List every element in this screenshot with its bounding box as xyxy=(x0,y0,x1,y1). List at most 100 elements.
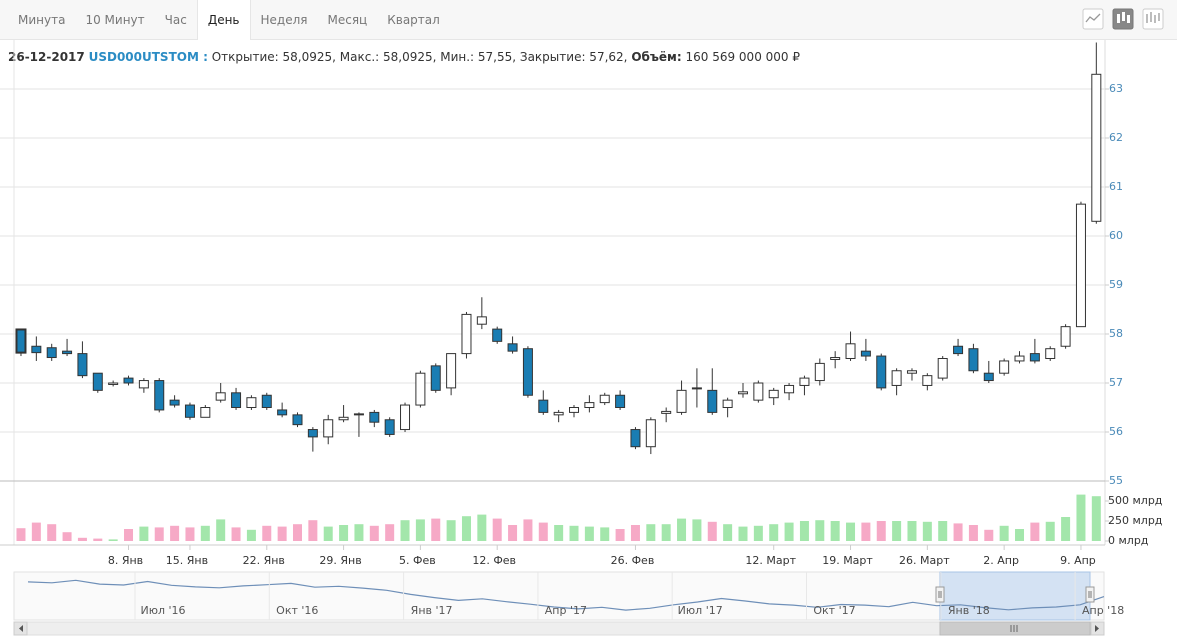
candle-body xyxy=(200,407,211,418)
scroll-left-arrow xyxy=(19,625,23,632)
volume-bar xyxy=(1061,517,1071,541)
toolbar: Минута 10 Минут Час День Неделя Месяц Квартал xyxy=(0,0,1177,40)
navigator-handle[interactable] xyxy=(1085,586,1095,603)
info-line: 26-12-2017 USD000UTSTOM : Открытие: 58,0… xyxy=(8,50,800,64)
volume-bar xyxy=(615,529,625,541)
y-tick-label: 58 xyxy=(1109,327,1123,340)
timeframe-tab[interactable]: Час xyxy=(164,13,187,27)
candle-body xyxy=(630,429,641,448)
volume-bar xyxy=(876,521,886,541)
candle-body xyxy=(891,370,902,386)
candle-body xyxy=(92,372,103,391)
candle-body xyxy=(722,399,733,408)
ohlc-icon[interactable] xyxy=(1142,8,1164,30)
candle-body xyxy=(753,382,764,401)
volume-bar xyxy=(1015,529,1025,541)
scrollbar-thumb[interactable] xyxy=(939,621,1091,636)
handle-body xyxy=(1085,586,1095,603)
x-tick-label: 2. Апр xyxy=(983,554,1019,567)
volume-bar xyxy=(769,524,779,541)
candle-body xyxy=(31,345,42,354)
candle-body xyxy=(461,313,472,355)
timeframe-tab[interactable]: 10 Минут xyxy=(85,13,145,27)
tab-bar: Минута 10 Минут Час День Неделя Месяц Квартал xyxy=(8,0,450,40)
y-tick-label: 56 xyxy=(1109,425,1123,438)
volume-bar xyxy=(292,524,302,541)
volume-bar xyxy=(308,520,318,541)
volume-bar xyxy=(554,525,564,541)
timeframe-tab[interactable]: Неделя xyxy=(260,13,308,27)
x-tick-label: 12. Фев xyxy=(472,554,516,567)
scroll-right-arrow xyxy=(1095,625,1099,632)
volume-bar xyxy=(277,526,287,541)
x-tick-label: 26. Фев xyxy=(611,554,655,567)
candle-body xyxy=(353,413,364,416)
candle-body xyxy=(492,328,503,342)
volume-bar xyxy=(31,522,41,541)
candle-body xyxy=(906,370,917,374)
volume-bar xyxy=(723,524,733,541)
timeframe-tab[interactable]: Минута xyxy=(18,13,66,27)
candle-body xyxy=(123,377,134,384)
candle-body xyxy=(814,362,825,382)
y-tick-label: 0 млрд xyxy=(1108,534,1149,547)
volume-bar xyxy=(1091,496,1101,541)
candle-body xyxy=(553,411,564,416)
candle-body xyxy=(845,343,856,359)
navigator-tick-label: Апр '18 xyxy=(1082,604,1124,617)
candle-body xyxy=(384,419,395,435)
volume-bar xyxy=(584,526,594,541)
volume-bar xyxy=(431,518,441,541)
candle-body xyxy=(860,350,871,357)
candle-body xyxy=(338,416,349,421)
timeframe-tab[interactable]: День xyxy=(196,0,251,40)
timeframe-tab[interactable]: Месяц xyxy=(327,13,368,27)
volume-bar xyxy=(523,519,533,541)
navigator-tick-label: Апр '17 xyxy=(545,604,587,617)
x-tick-label: 12. Март xyxy=(745,554,796,567)
volume-bar xyxy=(124,529,134,541)
candle-body xyxy=(62,350,73,355)
info-ticker: USD000UTSTOM : xyxy=(88,50,208,64)
candle-body xyxy=(599,394,610,404)
x-tick-label: 26. Март xyxy=(899,554,950,567)
candle-body xyxy=(999,360,1010,374)
navigator-tick-label: Июл '17 xyxy=(678,604,723,617)
timeframe-tab[interactable]: Квартал xyxy=(387,13,440,27)
candle-body xyxy=(707,389,718,413)
volume-bar xyxy=(262,525,272,541)
candle-body xyxy=(968,348,979,372)
volume-bar xyxy=(477,514,487,541)
navigator-handle[interactable] xyxy=(935,586,945,603)
volume-bar xyxy=(753,525,763,541)
candle-body xyxy=(569,407,580,413)
volume-bar xyxy=(93,538,103,541)
volume-bar xyxy=(907,521,917,541)
volume-bar xyxy=(385,524,395,541)
candle-body xyxy=(876,355,887,389)
handle-grip xyxy=(938,591,942,598)
y-tick-label: 60 xyxy=(1109,229,1123,242)
volume-bar xyxy=(231,527,241,541)
candle-body xyxy=(830,357,841,360)
volume-bar xyxy=(984,529,994,541)
candle-body xyxy=(15,328,27,354)
volume-bar xyxy=(47,524,57,541)
handle-body xyxy=(935,586,945,603)
info-volume-label: Объём: xyxy=(631,50,682,64)
candle-body xyxy=(645,419,656,448)
candle-body xyxy=(154,380,165,411)
candle-body xyxy=(676,389,687,413)
volume-bar xyxy=(446,520,456,541)
volume-bar xyxy=(16,528,26,541)
volume-bar xyxy=(170,525,180,541)
candle-body xyxy=(937,358,948,379)
candle-body xyxy=(953,345,964,355)
volume-bar xyxy=(77,537,87,541)
y-tick-label: 59 xyxy=(1109,278,1123,291)
navigator-selection[interactable] xyxy=(939,571,1091,621)
candle-body xyxy=(661,410,672,414)
volume-bar xyxy=(861,522,871,541)
